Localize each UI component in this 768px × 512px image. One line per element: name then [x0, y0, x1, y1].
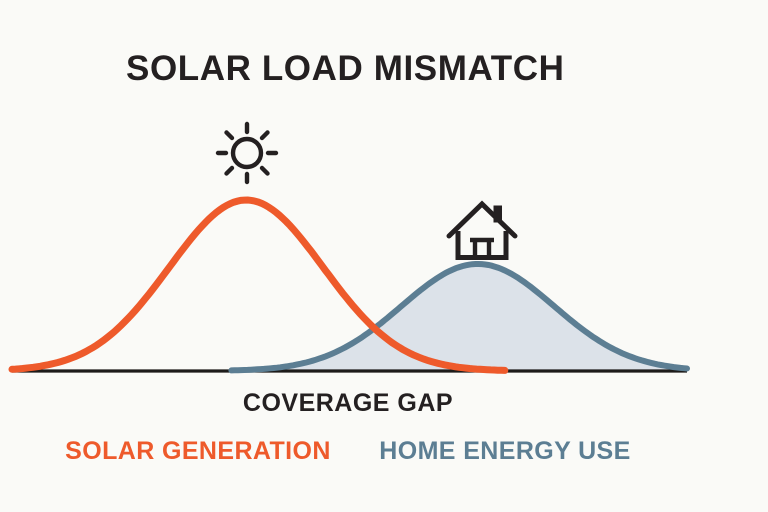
- coverage-gap-label: COVERAGE GAP: [242, 389, 454, 417]
- legend-solar-generation: SOLAR GENERATION: [65, 437, 331, 465]
- home-energy-area-fill: [231, 264, 687, 371]
- solar-generation-curve: [8, 196, 509, 374]
- sun-icon: [215, 121, 279, 185]
- legend-home-energy-use: HOME ENERGY USE: [379, 437, 631, 465]
- house-icon: [446, 200, 518, 260]
- home-energy-curve: [228, 261, 690, 374]
- page-title: SOLAR LOAD MISMATCH: [126, 49, 565, 88]
